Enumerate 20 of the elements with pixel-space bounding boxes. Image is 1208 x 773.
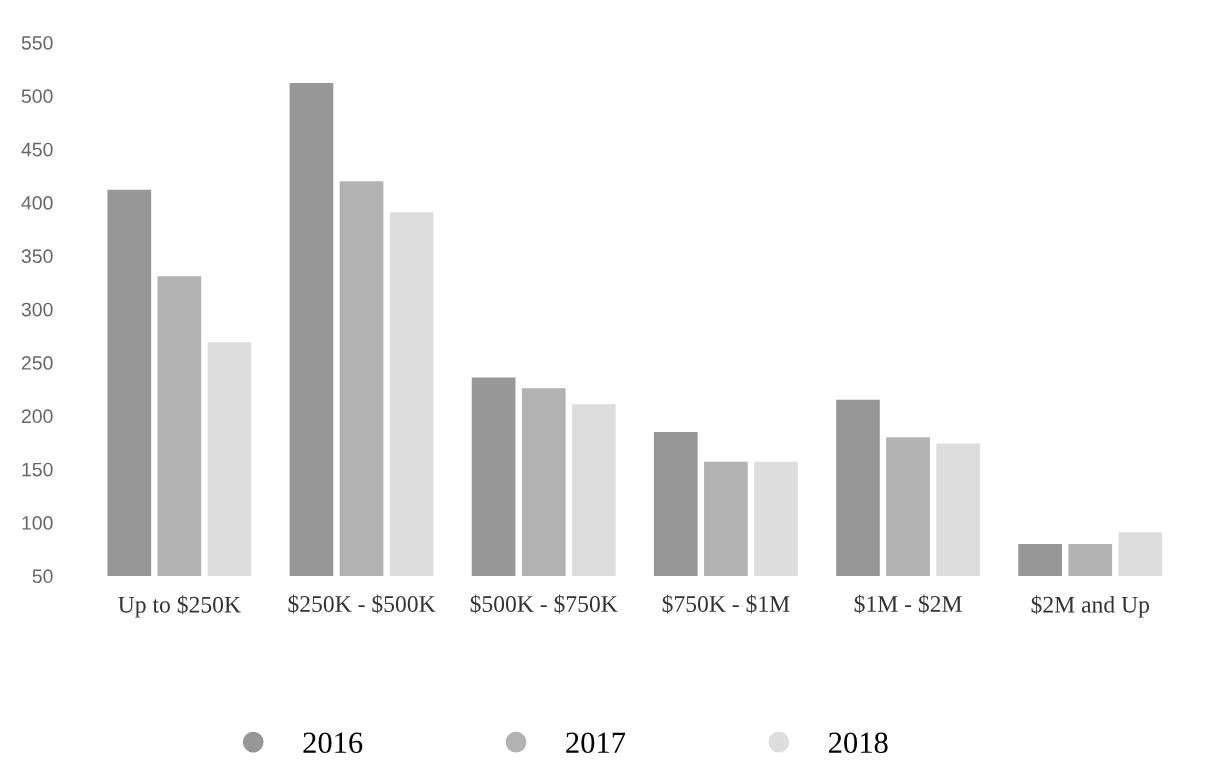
y-tick-label: 500 xyxy=(21,89,53,104)
y-tick-label: 250 xyxy=(21,356,53,370)
y-tick-label: 450 xyxy=(21,142,53,157)
y-tick-label: 350 xyxy=(21,249,53,264)
legend-label: 2017 xyxy=(566,732,626,754)
y-tick-label: 50 xyxy=(32,569,53,584)
x-tick-label: $500K - $750K xyxy=(470,594,618,614)
y-tick-label: 150 xyxy=(22,462,53,477)
x-tick-label: Up to $250K xyxy=(118,595,241,618)
y-tick-label: 300 xyxy=(21,302,53,317)
legend-label: 2018 xyxy=(829,732,888,754)
legend-label: 2016 xyxy=(303,732,363,754)
y-tick-label: 100 xyxy=(22,516,53,530)
y-tick-label: 200 xyxy=(21,409,53,424)
x-tick-label: $250K - $500K xyxy=(288,594,436,614)
x-tick-label: $1M - $2M xyxy=(854,594,962,614)
x-tick-label: $2M and Up xyxy=(1031,595,1149,618)
y-tick-label: 400 xyxy=(21,195,53,210)
y-tick-label: 550 xyxy=(21,35,53,50)
x-tick-label: $750K - $1M xyxy=(662,594,790,614)
